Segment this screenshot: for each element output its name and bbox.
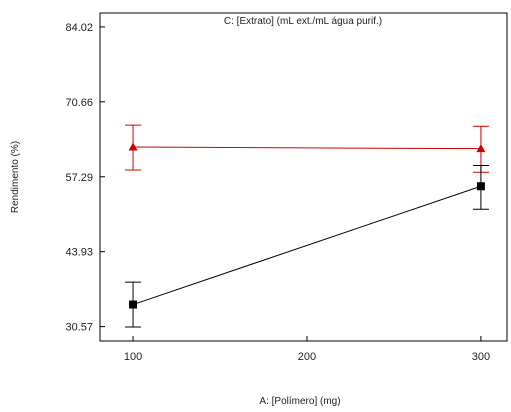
- x-tick-label: 200: [298, 351, 316, 363]
- x-axis-title: A: [Polímero] (mg): [259, 396, 340, 407]
- series-line: [132, 185, 482, 306]
- data-point-triangle: [128, 142, 138, 151]
- data-point-square: [129, 300, 138, 309]
- x-axis: 100 200 300: [124, 336, 490, 363]
- y-tick-label: 84.02: [65, 22, 93, 34]
- series-layer: [125, 124, 489, 328]
- data-point-square: [476, 182, 485, 191]
- x-tick-label: 300: [472, 351, 490, 363]
- y-axis-title: Rendimento (%): [10, 141, 21, 213]
- y-axis: 30.57 43.93 57.29 70.66 84.02: [65, 22, 105, 334]
- y-tick-label: 43.93: [65, 247, 93, 259]
- y-tick-label: 57.29: [65, 172, 93, 184]
- data-point-triangle: [476, 144, 486, 153]
- plot-frame: [99, 12, 508, 342]
- series-triangle: [125, 124, 489, 173]
- x-tick-label: 100: [124, 351, 142, 363]
- y-tick-label: 30.57: [65, 322, 93, 334]
- y-tick-label: 70.66: [65, 97, 93, 109]
- series-line: [133, 146, 481, 150]
- series-square: [125, 165, 489, 328]
- chart-title: C: [Extrato] (mL ext./mL água purif.): [224, 16, 382, 27]
